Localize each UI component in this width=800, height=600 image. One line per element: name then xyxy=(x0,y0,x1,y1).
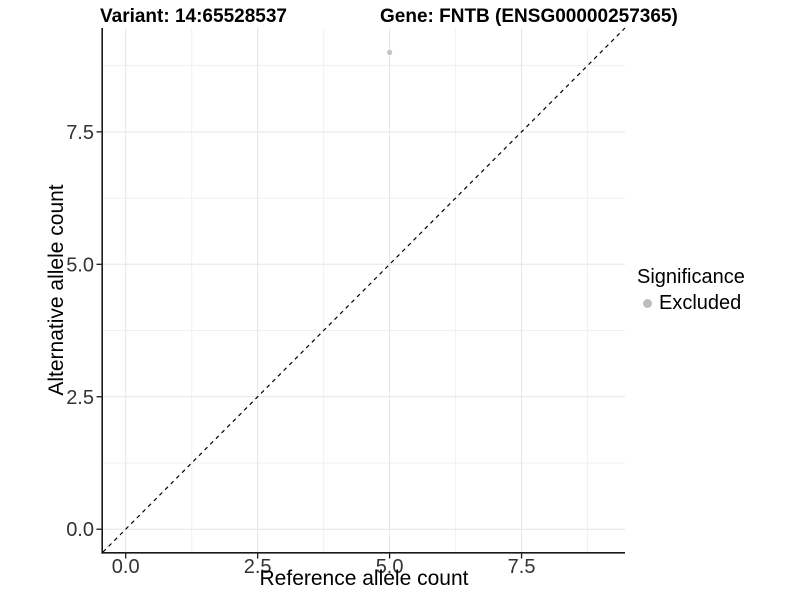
y-tick-label: 2.5 xyxy=(66,387,94,409)
x-tick-label: 5.0 xyxy=(376,556,404,578)
legend-title: Significance xyxy=(637,266,745,288)
x-tick-label: 0.0 xyxy=(112,556,140,578)
plot-title-variant: Variant: 14:65528537 xyxy=(100,6,287,27)
plot-title-gene: Gene: FNTB (ENSG00000257365) xyxy=(380,6,678,27)
y-tick-label: 7.5 xyxy=(66,122,94,144)
y-tick-label: 0.0 xyxy=(66,519,94,541)
x-tick-label: 7.5 xyxy=(508,556,536,578)
y-tick-label: 5.0 xyxy=(66,254,94,276)
legend-item-label: Excluded xyxy=(659,292,742,314)
data-point-excluded xyxy=(386,49,393,55)
identity-dashed-line xyxy=(102,27,626,553)
legend-item-excluded: Excluded xyxy=(637,292,745,315)
x-tick-label: 2.5 xyxy=(244,556,272,578)
x-axis-title: Reference allele count xyxy=(259,567,469,590)
legend: Significance Excluded xyxy=(637,266,745,315)
y-axis-title: Alternative allele count xyxy=(45,184,68,396)
excluded-point-icon xyxy=(643,299,652,308)
